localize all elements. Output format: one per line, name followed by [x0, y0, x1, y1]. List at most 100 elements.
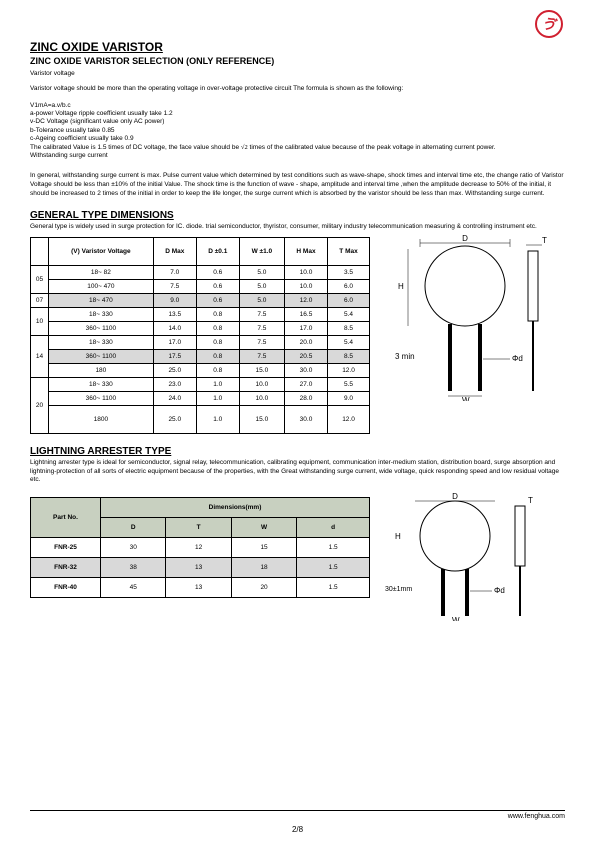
cell: 27.0 — [284, 378, 327, 392]
cell: 30 — [101, 537, 166, 557]
cell: 15.0 — [239, 364, 284, 378]
table-row: 0718~ 4709.00.65.012.06.0 — [31, 294, 370, 308]
table-row: FNR-404513201.5 — [31, 577, 370, 597]
page-number: 2/8 — [0, 825, 595, 834]
cell: 23.0 — [153, 378, 196, 392]
col-W: W — [231, 517, 296, 537]
col-T: T — [166, 517, 231, 537]
sqrt-icon: √2 — [241, 144, 248, 151]
cell: 20.0 — [284, 336, 327, 350]
cell: 5.0 — [239, 280, 284, 294]
cell: 10.0 — [239, 392, 284, 406]
cell: 25.0 — [153, 406, 196, 434]
table-row: 360~ 110017.50.87.520.58.5 — [31, 350, 370, 364]
partno-cell: FNR-25 — [31, 537, 101, 557]
lbl-3min: 3 min — [395, 352, 415, 361]
intro-line: c-Ageing coefficient usually take 0.9 — [30, 135, 565, 143]
withstanding-label: Withstanding surge current — [30, 152, 565, 160]
cell: 20.5 — [284, 350, 327, 364]
cell: 5.4 — [328, 308, 370, 322]
cell: 12.0 — [328, 406, 370, 434]
cell: 18~ 82 — [49, 266, 154, 280]
page-subtitle: ZINC OXIDE VARISTOR SELECTION (ONLY REFE… — [30, 56, 565, 66]
cell: 5.5 — [328, 378, 370, 392]
cell: 14.0 — [153, 322, 196, 336]
cell: 0.8 — [196, 322, 239, 336]
partno-cell: FNR-40 — [31, 577, 101, 597]
lbl2-D: D — [452, 492, 458, 501]
lbl-D: D — [462, 234, 468, 243]
cell: 10.0 — [284, 280, 327, 294]
footer-url: www.fenghua.com — [508, 813, 565, 820]
intro-p1: Varistor voltage should be more than the… — [30, 84, 565, 93]
cell: 5.4 — [328, 336, 370, 350]
col-D: D — [101, 517, 166, 537]
table-row: FNR-323813181.5 — [31, 557, 370, 577]
group-cell: 07 — [31, 294, 49, 308]
light-heading: LIGHTNING ARRESTER TYPE — [30, 446, 565, 457]
cell: 1.0 — [196, 406, 239, 434]
col-d: d — [297, 517, 370, 537]
cell: 6.0 — [328, 294, 370, 308]
table-row: 1018~ 33013.50.87.516.55.4 — [31, 308, 370, 322]
cell: 12.0 — [284, 294, 327, 308]
lbl-T: T — [542, 236, 547, 245]
cell: 100~ 470 — [49, 280, 154, 294]
cell: 12 — [166, 537, 231, 557]
col-dmax: D Max — [153, 238, 196, 266]
cell: 18 — [231, 557, 296, 577]
lbl-H: H — [398, 282, 404, 291]
table-row: 180025.01.015.030.012.0 — [31, 406, 370, 434]
cell: 18~ 330 — [49, 308, 154, 322]
lbl2-phid: Φd — [494, 586, 505, 595]
cell: 8.5 — [328, 322, 370, 336]
cell: 9.0 — [328, 392, 370, 406]
lbl-W: W — [462, 396, 470, 401]
lightning-dimensions-table: Part No. Dimensions(mm) D T W d FNR-2530… — [30, 497, 370, 598]
cell: 24.0 — [153, 392, 196, 406]
lbl2-30: 30±1mm — [385, 586, 412, 593]
cell: 18~ 330 — [49, 378, 154, 392]
cell: 30.0 — [284, 364, 327, 378]
table-row: FNR-253012151.5 — [31, 537, 370, 557]
table-row: 2018~ 33023.01.010.027.05.5 — [31, 378, 370, 392]
col-hmax: H Max — [284, 238, 327, 266]
footer: www.fenghua.com — [30, 810, 565, 820]
cell: 10.0 — [284, 266, 327, 280]
group-cell: 10 — [31, 308, 49, 336]
group-cell: 20 — [31, 378, 49, 434]
cell: 13 — [166, 557, 231, 577]
cell: 18~ 470 — [49, 294, 154, 308]
cell: 1.5 — [297, 577, 370, 597]
cell: 12.0 — [328, 364, 370, 378]
lbl2-H: H — [395, 532, 401, 541]
cell: 0.8 — [196, 364, 239, 378]
gen-heading: GENERAL TYPE DIMENSIONS — [30, 210, 565, 221]
table-row: 0518~ 827.00.65.010.03.5 — [31, 266, 370, 280]
table-row: 360~ 110024.01.010.028.09.0 — [31, 392, 370, 406]
lbl-phid: Φd — [512, 354, 523, 363]
intro-line: a-power Voltage ripple coefficient usual… — [30, 110, 565, 118]
cell: 15.0 — [239, 406, 284, 434]
cell: 7.5 — [239, 350, 284, 364]
cell: 7.0 — [153, 266, 196, 280]
section-label: Varistor voltage — [30, 70, 565, 78]
cell: 3.5 — [328, 266, 370, 280]
cell: 38 — [101, 557, 166, 577]
cell: 0.6 — [196, 266, 239, 280]
cell: 1.5 — [297, 537, 370, 557]
cell: 30.0 — [284, 406, 327, 434]
cell: 16.5 — [284, 308, 327, 322]
partno-cell: FNR-32 — [31, 557, 101, 577]
calibrated-a: The calibrated Value is 1.5 times of DC … — [30, 144, 241, 151]
cell: 0.6 — [196, 294, 239, 308]
cell: 25.0 — [153, 364, 196, 378]
col-varistor: (V) Varistor Voltage — [49, 238, 154, 266]
general-dimensions-table: (V) Varistor Voltage D Max D ±0.1 W ±1.0… — [30, 237, 370, 434]
cell: 360~ 1100 — [49, 322, 154, 336]
intro-line: b-Tolerance usually take 0.85 — [30, 127, 565, 135]
col-dimensions: Dimensions(mm) — [101, 497, 370, 517]
lbl2-T: T — [528, 496, 533, 505]
col-w10: W ±1.0 — [239, 238, 284, 266]
cell: 360~ 1100 — [49, 392, 154, 406]
